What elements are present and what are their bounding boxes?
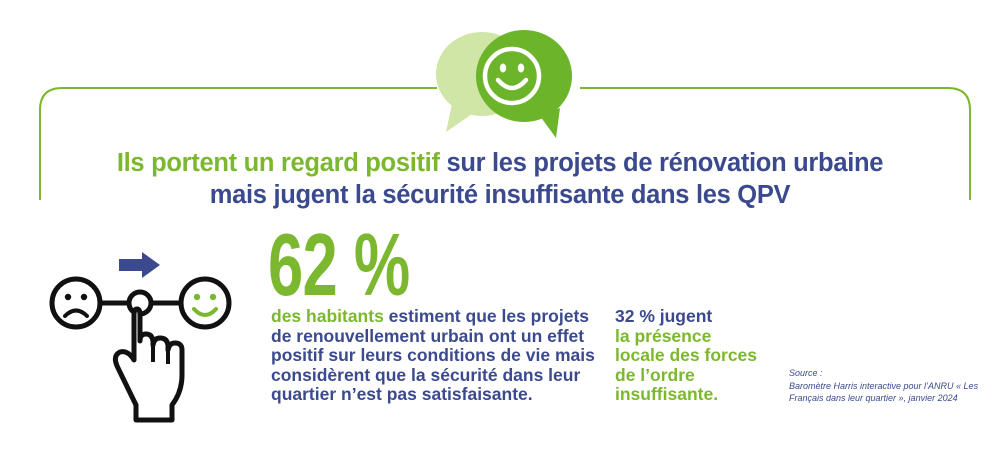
big-stat-value: 62 % xyxy=(268,215,410,314)
main-stat-text: des habitants estiment que les projets d… xyxy=(271,306,601,405)
side-stat-highlight: la présence locale des forces de l’ordre… xyxy=(615,325,758,404)
frame-left xyxy=(39,87,437,200)
main-stat-rest: estiment que les projets de renouvelleme… xyxy=(271,306,595,404)
headline-rest: sur les projets de rénovation urbaine xyxy=(439,149,884,177)
headline: Ils portent un regard positif sur les pr… xyxy=(40,147,960,211)
headline-highlight: Ils portent un regard positif xyxy=(116,149,440,177)
side-stat-lead: 32 % jugent xyxy=(615,306,713,326)
source-text: Baromètre Harris interactive pour l’ANRU… xyxy=(789,380,979,404)
speech-bubbles-smiley-icon xyxy=(436,30,572,138)
main-stat-highlight: des habitants xyxy=(271,306,384,326)
arrow-right-icon xyxy=(119,252,160,278)
frame-right xyxy=(580,87,971,200)
side-stat-text: 32 % jugent la présence locale des force… xyxy=(615,306,765,405)
source-label: Source : xyxy=(789,368,823,378)
sad-face-icon xyxy=(49,276,103,330)
headline-line2: mais jugent la sécurité insuffisante dan… xyxy=(209,181,791,209)
happy-face-icon xyxy=(178,276,232,330)
hand-pointer-slider-icon xyxy=(49,252,232,423)
source-note: Source : Baromètre Harris interactive po… xyxy=(789,367,979,405)
